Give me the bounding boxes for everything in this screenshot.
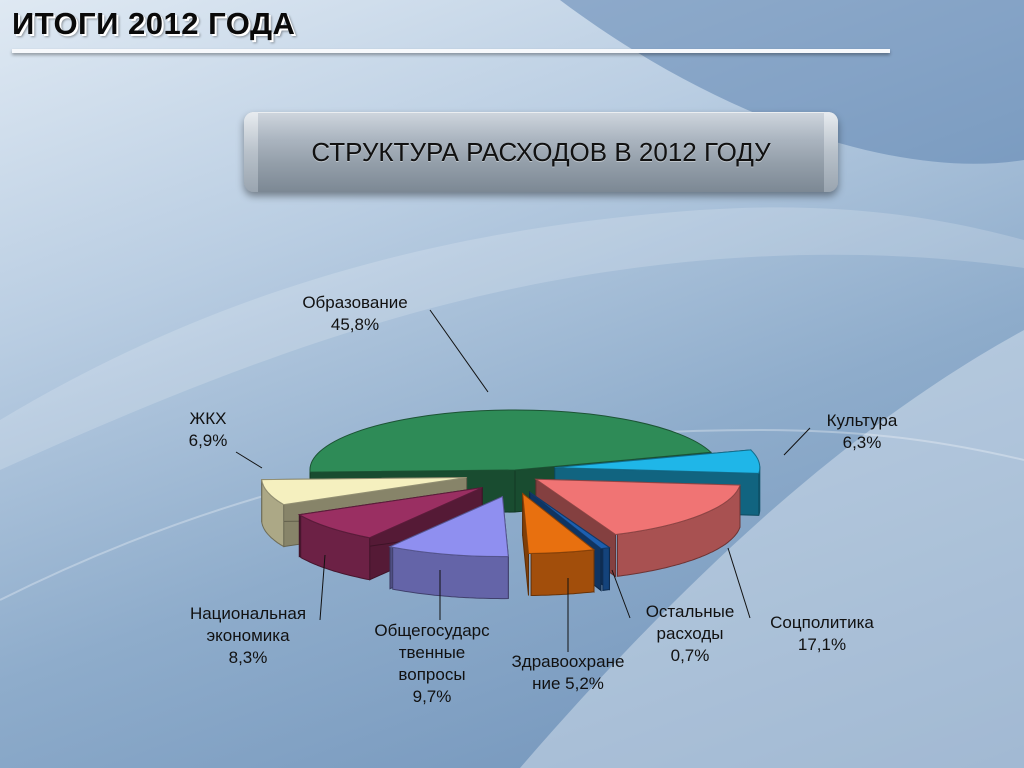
- slice-label-0: Образование 45,8%: [302, 293, 489, 393]
- slice-label-1: Культура 6,3%: [783, 411, 898, 456]
- slice-label-line: Остальные: [646, 602, 735, 621]
- slice-label-line: Общегосударс: [374, 621, 490, 640]
- slice-label-line: 8,3%: [229, 648, 268, 667]
- slice-label-line: экономика: [206, 626, 290, 645]
- slide-title: ИТОГИ 2012 ГОДА: [12, 6, 296, 41]
- slice-label-6: Национальная экономика 8,3%: [190, 554, 326, 667]
- slice-label-line: твенные: [399, 643, 466, 662]
- pie-slice-5: [388, 495, 509, 600]
- slice-label-line: Образование: [302, 293, 407, 312]
- slice-label-4: Здравоохране ние 5,2%: [512, 578, 625, 693]
- slice-label-line: 6,9%: [189, 431, 228, 450]
- slice-label-line: вопросы: [398, 665, 465, 684]
- slice-label-3: Остальные расходы 0,7%: [611, 569, 735, 665]
- pie-slice-4: [522, 492, 596, 596]
- slice-label-line: Национальная: [190, 604, 306, 623]
- title-underline: [12, 49, 890, 53]
- slice-label-line: Здравоохране: [512, 652, 625, 671]
- slice-label-2: Соцполитика 17,1%: [727, 547, 874, 654]
- slice-label-line: Культура: [827, 411, 898, 430]
- slice-label-line: ние 5,2%: [532, 674, 604, 693]
- slice-label-line: Соцполитика: [770, 613, 874, 632]
- slice-label-line: 9,7%: [413, 687, 452, 706]
- slice-label-line: ЖКХ: [190, 409, 227, 428]
- slice-label-line: 17,1%: [798, 635, 846, 654]
- slice-label-line: расходы: [657, 624, 724, 643]
- slice-label-7: ЖКХ 6,9%: [189, 409, 263, 469]
- chart-title-panel: СТРУКТУРА РАСХОДОВ В 2012 ГОДУ: [244, 112, 838, 192]
- slice-label-line: 0,7%: [671, 646, 710, 665]
- slice-label-5: Общегосударс твенные вопросы 9,7%: [374, 570, 490, 706]
- chart-title: СТРУКТУРА РАСХОДОВ В 2012 ГОДУ: [311, 136, 771, 167]
- slice-label-line: 45,8%: [331, 315, 379, 334]
- slice-label-line: 6,3%: [843, 433, 882, 452]
